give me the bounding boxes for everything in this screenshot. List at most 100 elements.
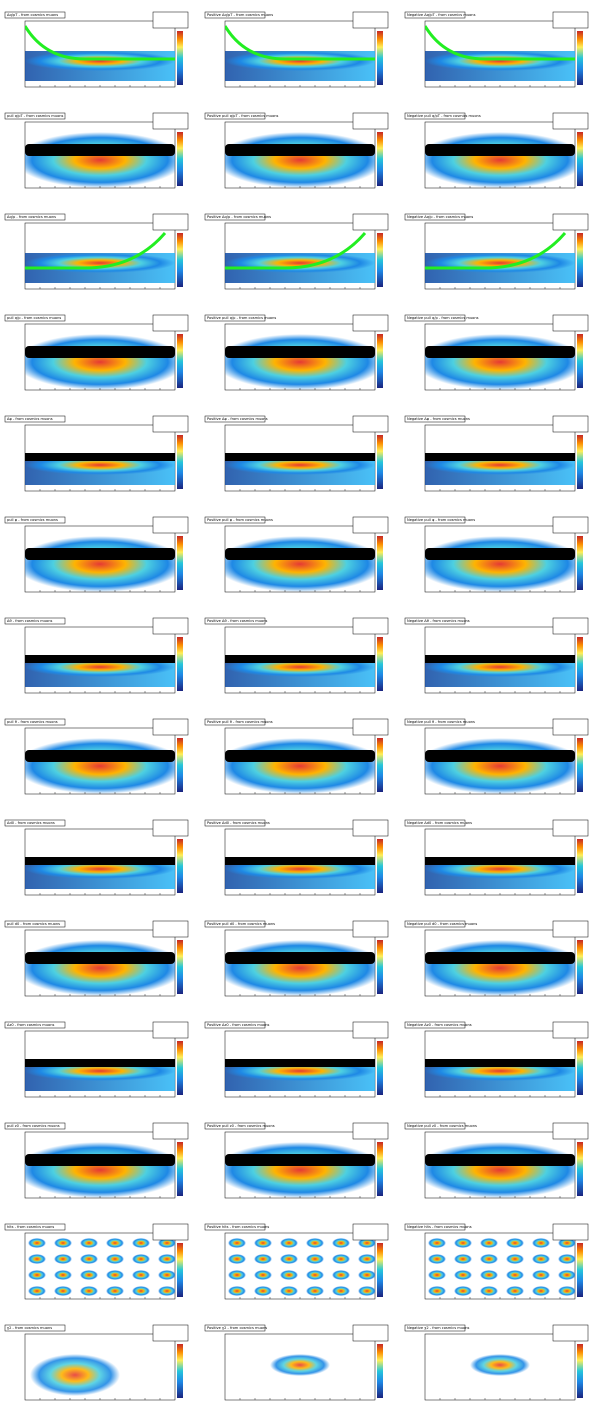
stats-box [552, 112, 589, 130]
title-box [4, 415, 66, 423]
title-box [204, 314, 266, 322]
plot-area [225, 738, 375, 794]
plot-area [425, 334, 575, 390]
panel-title: Negative Δd0 - from cosmics muons [407, 821, 472, 825]
palette [377, 536, 383, 590]
panel-title: Negative pull θ - from cosmics muons [407, 720, 475, 724]
profile-band [425, 655, 575, 663]
fit-curve [425, 232, 567, 270]
stats-box [152, 1021, 189, 1039]
palette [377, 1041, 383, 1095]
profile-band [425, 144, 575, 156]
title-box [204, 920, 266, 928]
panel-title: Positive Δd0 - from cosmics muons [207, 821, 270, 825]
stats-box [152, 617, 189, 635]
heat-blob [558, 1286, 575, 1296]
panel: Positive Δd0 - from cosmics muons [204, 819, 389, 896]
title-box [204, 11, 266, 19]
heat-blob [158, 1270, 175, 1280]
panel: Positive pull d0 - from cosmics muons [204, 920, 389, 997]
panel-title: Positive pull z0 - from cosmics muons [207, 1124, 275, 1128]
heat-blob [358, 1286, 375, 1296]
panel: Negative Δθ - from cosmics muons [404, 617, 589, 694]
heat-core [225, 738, 375, 794]
heat-blob [54, 1254, 72, 1264]
panel-title: Positive Δθ - from cosmics muons [207, 619, 268, 623]
panel: Negative hits - from cosmics muons [404, 1223, 589, 1300]
plot-area [25, 232, 175, 283]
stats-box [152, 718, 189, 736]
stats-box [552, 516, 589, 534]
plot-area [425, 132, 575, 188]
stats-box [552, 11, 589, 29]
heat-blob [480, 1238, 498, 1248]
stats-box [352, 213, 389, 231]
heat-blob [158, 1286, 175, 1296]
plot-area [225, 453, 375, 485]
palette [177, 1142, 183, 1196]
plot-area [425, 453, 575, 485]
palette [577, 738, 583, 792]
plot-area [28, 1238, 175, 1296]
palette [577, 233, 583, 287]
heat-core [25, 132, 175, 188]
heat-blob [428, 1238, 446, 1248]
stats-box [352, 1324, 389, 1342]
panel: χ2 - from cosmics muons [4, 1324, 189, 1401]
plot-area [225, 132, 375, 188]
panel: Positive Δq/pT - from cosmics muons [204, 11, 389, 88]
panel-title: pull d0 - from cosmics muons [7, 922, 60, 926]
title-box [204, 617, 266, 625]
stats-box [552, 819, 589, 837]
plot-area [425, 1142, 575, 1198]
panel-title: Negative Δz0 - from cosmics muons [407, 1023, 472, 1027]
palette [177, 31, 183, 85]
title-box [4, 112, 66, 120]
heat-blob [558, 1254, 575, 1264]
heat-core [225, 334, 375, 390]
stats-box [352, 718, 389, 736]
heat-blob [532, 1286, 550, 1296]
heat-blob [106, 1254, 124, 1264]
palette [577, 1243, 583, 1297]
profile-band [25, 144, 175, 156]
title-box [404, 1122, 466, 1130]
heat-blob [158, 1254, 175, 1264]
heat-blob [332, 1286, 350, 1296]
profile-band [25, 952, 175, 964]
profile-band [225, 144, 375, 156]
palette [577, 839, 583, 893]
title-box [404, 1223, 466, 1231]
heat-core [425, 1142, 575, 1198]
panel-title: Negative χ2 - from cosmics muons [407, 1326, 470, 1330]
plot-area [225, 334, 375, 390]
heat-blob [306, 1254, 324, 1264]
panel: pull q/pT - from cosmics muons [4, 112, 189, 189]
panel: Negative χ2 - from cosmics muons [404, 1324, 589, 1401]
title-box [4, 920, 66, 928]
panel-title: Negative pull q/pT - from cosmics muons [407, 114, 481, 118]
plot-area [425, 536, 575, 592]
heat-blob [532, 1238, 550, 1248]
stats-box [552, 920, 589, 938]
plot-area [225, 25, 375, 81]
stats-box [352, 617, 389, 635]
heat-blob [332, 1270, 350, 1280]
stats-box [352, 819, 389, 837]
panel: Negative pull q/p - from cosmics muons [404, 314, 589, 391]
plot-area [25, 536, 175, 592]
palette [577, 1142, 583, 1196]
panel: Δq/pT - from cosmics muons [4, 11, 189, 88]
panel: Δq/p - from cosmics muons [4, 213, 189, 290]
heat-blob [506, 1270, 524, 1280]
title-box [4, 617, 66, 625]
panel-title: Positive pull q/pT - from cosmics muons [207, 114, 279, 118]
panel: Positive pull q/p - from cosmics muons [204, 314, 389, 391]
stats-box [352, 112, 389, 130]
panel-title: Δθ - from cosmics muons [7, 619, 53, 623]
stats-box [552, 1021, 589, 1039]
plot-area [425, 655, 575, 687]
panel-title: Δq/p - from cosmics muons [7, 215, 56, 219]
palette [577, 1041, 583, 1095]
panel-title: Δq/pT - from cosmics muons [7, 13, 58, 17]
